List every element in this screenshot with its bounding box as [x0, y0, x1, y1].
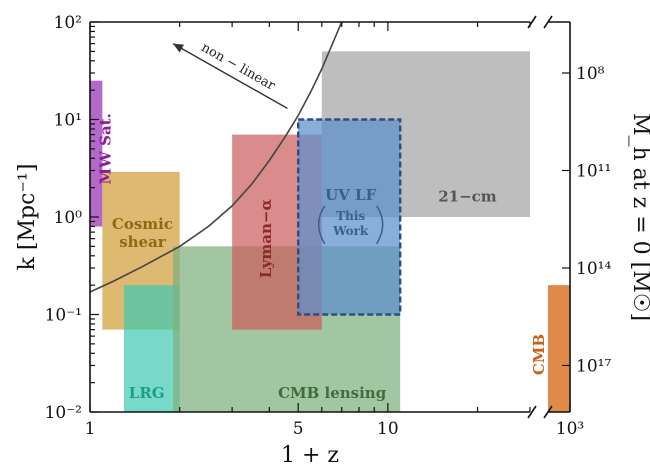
- cmb-bar-layer: [548, 285, 570, 412]
- y-tick-label: 10⁰: [54, 208, 83, 228]
- nonlinear-curve: [90, 22, 343, 293]
- region-mw-sat: [90, 80, 103, 227]
- tick-layer: 1 5 10 10³ 10⁻² 10⁻¹ 10⁰ 10¹ 10² 10⁸ 10¹¹ 10¹⁴ 10¹⁷: [45, 13, 612, 439]
- nonlinear-arrow: [172, 43, 288, 109]
- x-break-tick-label: 10³: [556, 419, 584, 439]
- y2-tick-label: 10¹¹: [576, 161, 611, 181]
- region-cmb: [548, 285, 570, 412]
- region-label-uv-lf-this-work: UV LF: [325, 186, 376, 204]
- paren-right: [376, 205, 384, 245]
- region-sublabel-this-work: This Work: [332, 209, 369, 238]
- region-layer: [90, 51, 530, 412]
- nonlinear-curve-layer: [90, 22, 343, 293]
- x-tick-label: 10: [377, 419, 399, 439]
- region-label-mw-sat: MW Sat.: [96, 113, 114, 184]
- axes-frame: [89, 21, 571, 413]
- x-tick-label: 5: [293, 419, 304, 439]
- nonlinear-arrow-head: [173, 43, 184, 53]
- y-tick-label: 10¹: [54, 111, 82, 131]
- region-label-cosmic-shear: Cosmic shear: [112, 215, 173, 251]
- region-label-21-cm: 21−cm: [438, 187, 497, 205]
- y-tick-label: 10²: [54, 13, 82, 33]
- axis-break-marks: [527, 15, 553, 419]
- region-label-lrg: LRG: [129, 384, 165, 402]
- y2-tick-label: 10¹⁷: [576, 356, 611, 376]
- region-label-lyman: Lyman−α: [257, 199, 275, 279]
- x-axis-label: 1 + z: [281, 443, 339, 468]
- region-label-cmb-lensing: CMB lensing: [278, 384, 387, 402]
- x-tick-label: 1: [85, 419, 96, 439]
- y-tick-label: 10⁻¹: [45, 306, 82, 326]
- nonlinear-annotation: non − linear: [199, 40, 279, 94]
- region-lrg: [123, 285, 180, 412]
- paren-left: [317, 205, 326, 245]
- region-uv-lf-this-work: [297, 118, 402, 316]
- region-label-cmb: CMB: [530, 334, 548, 375]
- y-tick-label: 10⁻²: [45, 403, 82, 423]
- y2-tick-label: 10¹⁴: [576, 259, 611, 279]
- y-axis-label: k [Mpc⁻¹]: [15, 164, 40, 271]
- y2-axis-label: M_h at z = 0 [M☉]: [628, 113, 650, 321]
- y2-tick-label: 10⁸: [576, 64, 605, 84]
